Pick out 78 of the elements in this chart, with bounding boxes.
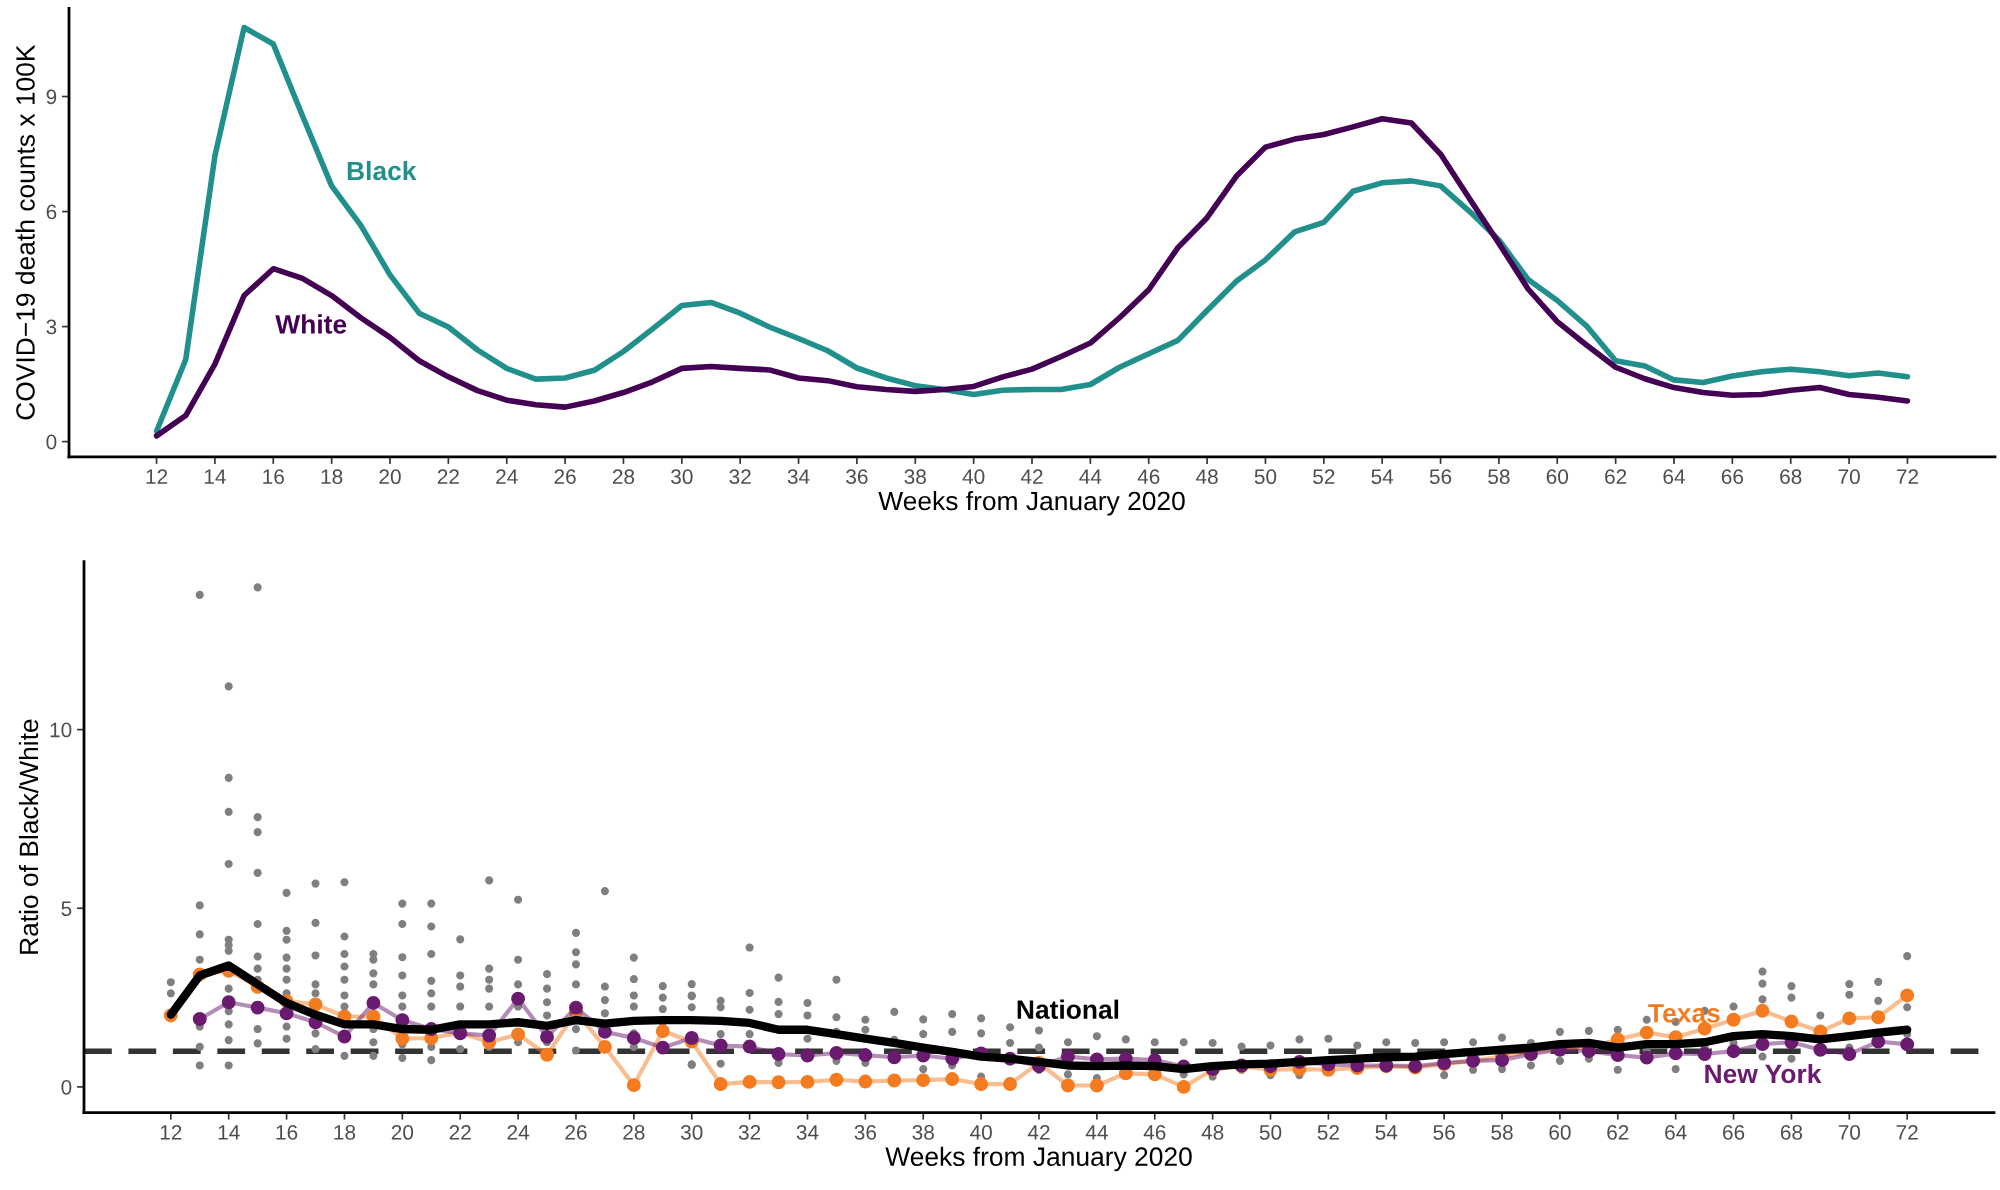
x-tick-label: 52 xyxy=(1313,469,1335,485)
x-tick-label: 38 xyxy=(912,1125,934,1140)
series-label: Black xyxy=(347,160,417,181)
x-tick-label: 32 xyxy=(738,1125,761,1140)
x-tick-label: 64 xyxy=(1663,469,1685,485)
x-tick-label: 64 xyxy=(1665,1125,1687,1140)
x-tick-label: 48 xyxy=(1201,1125,1224,1140)
y-axis-title: Ratio of Black/White xyxy=(18,719,39,954)
x-tick-label: 60 xyxy=(1546,469,1569,485)
series-label: White xyxy=(275,314,347,334)
x-tick-label: 50 xyxy=(1259,1125,1282,1140)
x-tick-label: 68 xyxy=(1780,1125,1803,1140)
x-tick-label: 28 xyxy=(623,1125,645,1140)
x-tick-label: 30 xyxy=(671,469,693,485)
x-tick-label: 20 xyxy=(391,1125,414,1140)
x-tick-label: 72 xyxy=(1896,469,1918,484)
y-tick-label: 0 xyxy=(46,434,57,450)
x-tick-label: 12 xyxy=(160,1125,182,1140)
x-tick-label: 42 xyxy=(1020,469,1043,484)
x-tick-label: 56 xyxy=(1433,1125,1455,1140)
series-label: National xyxy=(1017,999,1119,1019)
series-label: Texas xyxy=(1648,1004,1720,1023)
x-tick-label: 66 xyxy=(1721,469,1744,485)
x-tick-label: 56 xyxy=(1429,469,1452,485)
x-tick-label: 58 xyxy=(1491,1125,1513,1140)
x-tick-label: 36 xyxy=(846,469,868,485)
x-axis-title: Weeks from January 2020 xyxy=(878,490,1185,516)
x-tick-label: 62 xyxy=(1607,1125,1629,1140)
x-tick-label: 34 xyxy=(796,1125,819,1140)
x-tick-label: 48 xyxy=(1195,469,1218,485)
y-tick-label: 5 xyxy=(61,901,72,917)
x-tick-label: 52 xyxy=(1317,1125,1339,1140)
y-tick-label: 3 xyxy=(46,319,57,335)
x-tick-label: 66 xyxy=(1723,1125,1745,1140)
x-tick-label: 16 xyxy=(263,469,284,485)
x-axis-title: Weeks from January 2020 xyxy=(885,1146,1192,1172)
x-tick-label: 40 xyxy=(970,1125,992,1140)
x-tick-label: 70 xyxy=(1838,469,1860,485)
series-label: New York xyxy=(1705,1063,1822,1084)
x-tick-label: 30 xyxy=(680,1125,703,1140)
x-tick-label: 68 xyxy=(1780,469,1802,485)
x-tick-label: 26 xyxy=(565,1125,587,1140)
x-tick-label: 28 xyxy=(612,469,635,485)
x-tick-label: 46 xyxy=(1143,1125,1166,1140)
x-tick-label: 62 xyxy=(1605,469,1627,485)
y-tick-label: 6 xyxy=(46,204,57,220)
x-tick-label: 46 xyxy=(1137,469,1160,485)
x-tick-label: 50 xyxy=(1254,469,1277,485)
x-tick-label: 14 xyxy=(218,1125,240,1140)
x-tick-label: 42 xyxy=(1027,1125,1050,1140)
x-tick-label: 34 xyxy=(787,469,810,485)
y-tick-label: 9 xyxy=(46,89,57,105)
x-tick-label: 40 xyxy=(962,469,985,485)
x-tick-label: 22 xyxy=(437,469,459,484)
x-tick-label: 54 xyxy=(1375,1125,1398,1140)
x-tick-label: 24 xyxy=(496,469,518,484)
x-tick-label: 20 xyxy=(379,469,401,485)
x-tick-label: 58 xyxy=(1488,469,1510,485)
x-tick-label: 12 xyxy=(146,469,168,484)
y-axis-title: COVID−19 death counts x 100K xyxy=(15,44,35,420)
x-tick-label: 16 xyxy=(276,1125,298,1140)
x-tick-label: 38 xyxy=(904,469,926,485)
x-tick-label: 44 xyxy=(1079,469,1102,484)
x-tick-label: 54 xyxy=(1371,469,1394,485)
x-tick-label: 44 xyxy=(1085,1125,1108,1140)
x-tick-label: 18 xyxy=(321,469,343,485)
y-tick-label: 0 xyxy=(61,1079,72,1095)
x-tick-label: 24 xyxy=(507,1125,530,1140)
y-tick-label: 10 xyxy=(50,722,72,738)
x-tick-label: 14 xyxy=(204,469,226,484)
x-tick-label: 72 xyxy=(1896,1125,1918,1140)
x-tick-label: 32 xyxy=(729,469,751,485)
x-tick-label: 60 xyxy=(1549,1125,1571,1140)
x-tick-label: 18 xyxy=(334,1125,356,1140)
x-tick-label: 70 xyxy=(1838,1125,1861,1140)
x-tick-label: 26 xyxy=(554,469,576,485)
x-tick-label: 36 xyxy=(854,1125,877,1140)
x-tick-label: 22 xyxy=(449,1125,471,1140)
